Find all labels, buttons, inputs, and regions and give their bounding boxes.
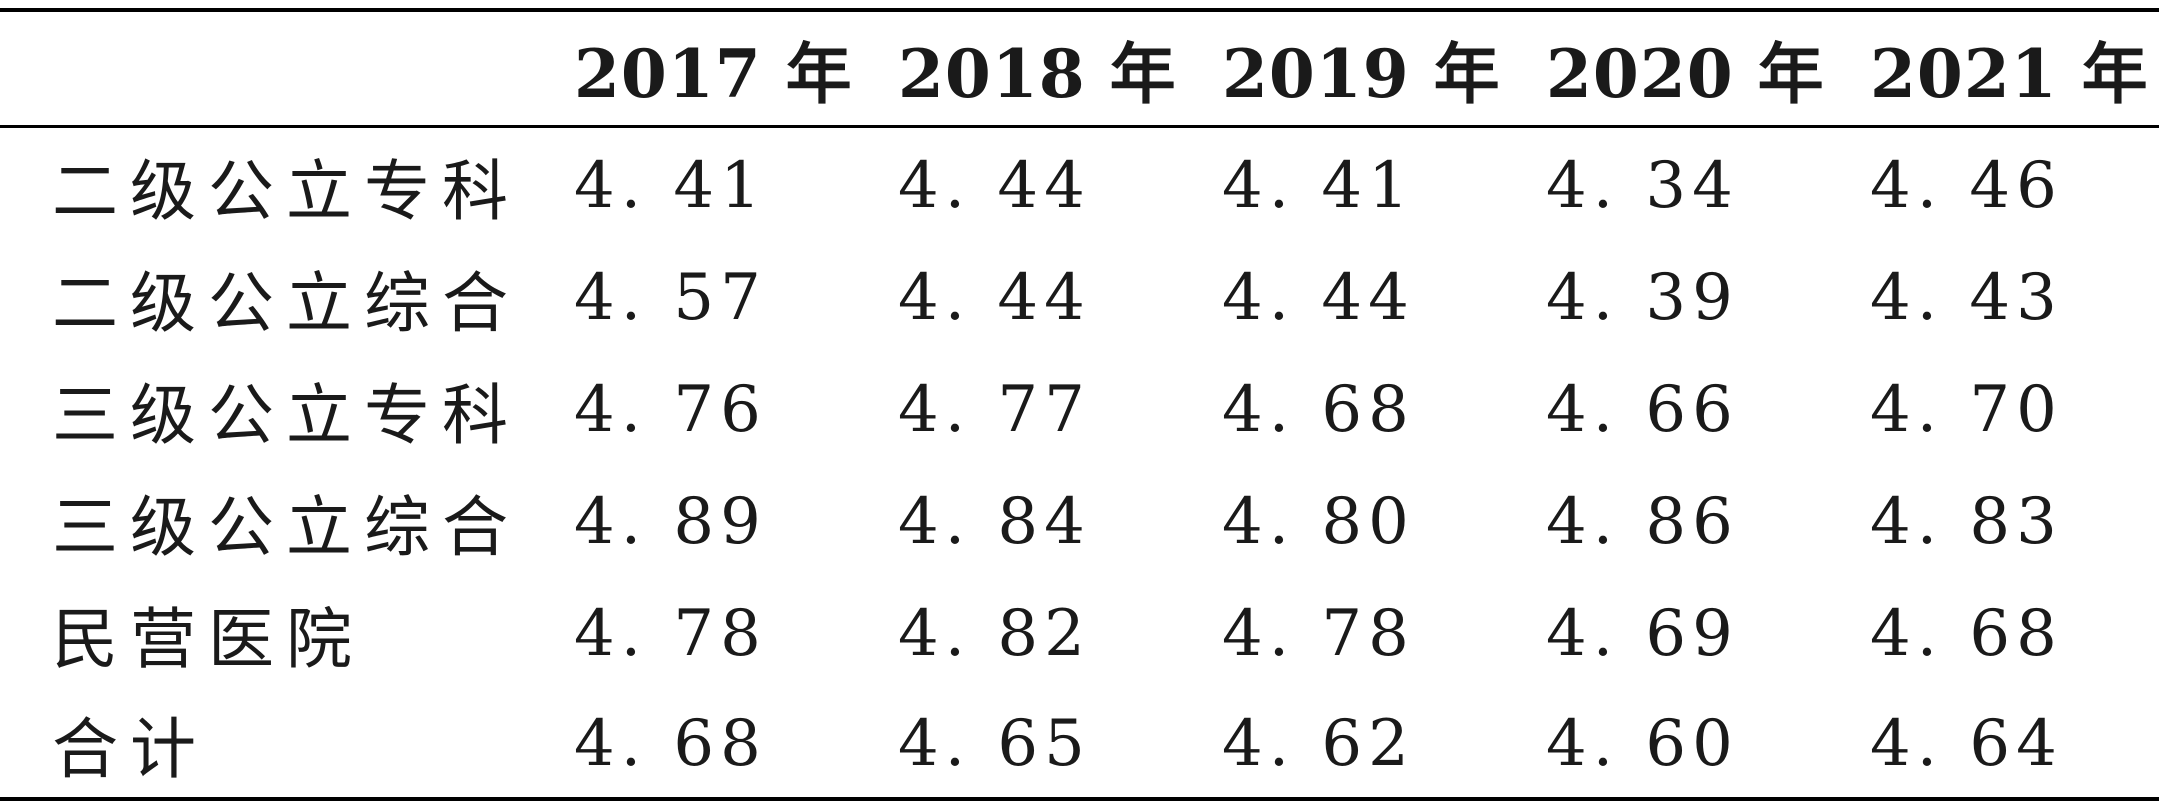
column-header-2021: 2021 年	[1870, 34, 2149, 113]
table-cell: 4. 78	[574, 597, 767, 671]
bottom-rule	[0, 797, 2159, 801]
table-cell: 4. 62	[1222, 707, 1415, 781]
table-cell: 4. 68	[1870, 597, 2063, 671]
table-cell: 4. 41	[574, 149, 767, 223]
top-rule	[0, 8, 2159, 12]
column-header-2018: 2018 年	[898, 34, 1177, 113]
column-header-2020: 2020 年	[1546, 34, 1825, 113]
table-cell: 4. 84	[898, 485, 1091, 559]
table-cell: 4. 86	[1546, 485, 1739, 559]
table-cell: 4. 41	[1222, 149, 1415, 223]
table-cell: 4. 34	[1546, 149, 1739, 223]
table-row: 三级公立专科 4. 76 4. 77 4. 68 4. 66 4. 70	[0, 354, 2159, 466]
table-cell: 4. 82	[898, 597, 1091, 671]
row-label: 民营医院	[52, 601, 364, 678]
header-row: 2017 年 2018 年 2019 年 2020 年 2021 年	[0, 12, 2159, 125]
table-cell: 4. 66	[1546, 373, 1739, 447]
row-label: 二级公立专科	[52, 153, 520, 230]
table-cell: 4. 78	[1222, 597, 1415, 671]
table-row: 合计 4. 68 4. 65 4. 62 4. 60 4. 64	[0, 688, 2159, 800]
table-cell: 4. 44	[898, 149, 1091, 223]
column-header-2019: 2019 年	[1222, 34, 1501, 113]
table-row: 民营医院 4. 78 4. 82 4. 78 4. 69 4. 68	[0, 578, 2159, 690]
table-cell: 4. 83	[1870, 485, 2063, 559]
table-cell: 4. 60	[1546, 707, 1739, 781]
row-label: 三级公立专科	[52, 377, 520, 454]
table-cell: 4. 80	[1222, 485, 1415, 559]
table-cell: 4. 89	[574, 485, 767, 559]
header-rule	[0, 125, 2159, 128]
table-cell: 4. 44	[1222, 261, 1415, 335]
table-cell: 4. 57	[574, 261, 767, 335]
table-cell: 4. 70	[1870, 373, 2063, 447]
table-cell: 4. 46	[1870, 149, 2063, 223]
row-label: 合计	[52, 711, 208, 788]
table-row: 二级公立综合 4. 57 4. 44 4. 44 4. 39 4. 43	[0, 242, 2159, 354]
table-cell: 4. 68	[1222, 373, 1415, 447]
table-cell: 4. 76	[574, 373, 767, 447]
table-cell: 4. 39	[1546, 261, 1739, 335]
table-cell: 4. 44	[898, 261, 1091, 335]
row-label: 二级公立综合	[52, 265, 520, 342]
table-cell: 4. 64	[1870, 707, 2063, 781]
row-label: 三级公立综合	[52, 489, 520, 566]
table-cell: 4. 68	[574, 707, 767, 781]
table-cell: 4. 77	[898, 373, 1091, 447]
table-cell: 4. 65	[898, 707, 1091, 781]
table-cell: 4. 43	[1870, 261, 2063, 335]
column-header-2017: 2017 年	[574, 34, 853, 113]
table-cell: 4. 69	[1546, 597, 1739, 671]
table-row: 三级公立综合 4. 89 4. 84 4. 80 4. 86 4. 83	[0, 466, 2159, 578]
table-row: 二级公立专科 4. 41 4. 44 4. 41 4. 34 4. 46	[0, 130, 2159, 242]
